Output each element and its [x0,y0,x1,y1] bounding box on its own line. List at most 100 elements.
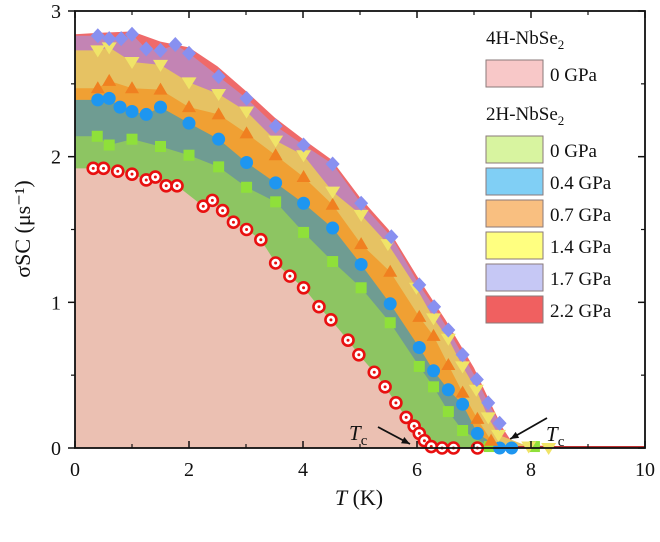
legend-item-4H-0: 0 GPa [485,59,598,88]
point-dot [144,178,148,182]
point-2H-0.7 [125,81,139,94]
point-2H-0 [413,360,425,372]
y-tick-label: 2 [51,147,61,169]
point-4H-0 [254,232,268,247]
point-dot [346,338,350,342]
point-2H-1.7 [441,322,456,338]
legend-title-subscript: 2 [558,113,565,128]
point-4H-0 [399,410,413,425]
point-2H-0 [428,381,440,393]
point-2H-1.7 [384,229,399,245]
point-2H-1.4 [211,89,227,102]
point-dot [412,424,416,428]
point-2H-1.4 [325,186,341,199]
point-2H-1.4 [90,45,106,58]
point-2H-0.4 [154,100,167,114]
point-2H-1.4 [239,106,255,119]
point-2H-0.7 [182,100,196,113]
legend-title-text: 4H-NbSe [486,28,558,49]
point-2H-0.7 [239,126,254,139]
point-dot [357,353,361,357]
point-2H-0.4 [212,132,226,146]
point-dot [102,166,105,170]
point-4H-0 [148,170,163,184]
point-4H-0 [268,256,283,270]
point-2H-1.7 [182,45,196,61]
x-tick-label: 6 [412,459,422,481]
tc-annotation-2H: Tc [509,417,565,450]
point-2H-0.4 [412,340,426,354]
point-2H-1.4 [181,77,197,90]
y-tick-label: 0 [51,438,61,460]
y-tick-label: 1 [51,292,61,314]
point-2H-1.7 [211,69,226,85]
point-2H-1.4 [440,333,456,346]
point-2H-0.7 [426,328,441,341]
point-2H-1.4 [480,412,496,425]
tc-arrowhead [510,431,520,439]
point-2H-0 [327,256,339,268]
tc-arrowhead [401,437,410,444]
legend-item-2H-0: 0 GPa [485,135,598,164]
legend-item-2H-0.7: 0.7 GPa [485,199,612,228]
point-4H-0 [352,347,366,362]
x-label-unit: (K) [347,485,383,510]
point-2H-0.7 [455,385,470,398]
legend-item-2H-1.4: 1.4 GPa [485,231,612,260]
tc-label: Tc [349,421,368,449]
x-axis-label: T (K) [335,485,383,510]
point-2H-0 [355,282,367,294]
point-4H-0 [239,222,254,237]
legend-group-title: 4H-NbSe2 [486,28,564,52]
legend-item-2H-1.7: 1.7 GPa [485,263,612,292]
point-dot [91,166,95,170]
point-2H-1.7 [90,28,105,44]
x-tick-label: 2 [184,459,194,481]
point-2H-0.4 [113,100,127,114]
legend-swatch [485,263,544,292]
x-tick-label: 8 [526,459,536,481]
point-2H-1.4 [153,59,168,72]
point-dot [372,370,376,374]
point-2H-0.7 [441,357,456,370]
point-4H-0 [367,365,382,380]
point-2H-0.4 [240,155,254,169]
point-4H-0 [296,280,311,295]
point-2H-1.7 [102,31,117,47]
point-2H-0.7 [153,82,168,95]
point-dot [274,261,278,265]
point-2H-0.4 [182,116,196,130]
point-2H-1.4 [468,384,484,397]
point-2H-0.4 [125,105,139,119]
point-2H-1.4 [455,361,471,374]
point-dot [394,401,398,405]
point-2H-1.7 [239,90,254,106]
point-2H-0 [213,161,225,173]
point-2H-1.7 [153,42,168,58]
point-2H-1.7 [168,37,183,53]
point-dot [175,184,179,188]
point-2H-1.7 [455,347,470,363]
point-dot [417,431,421,435]
point-2H-1.7 [325,156,340,172]
point-2H-0.4 [427,364,441,378]
point-2H-1.7 [125,26,139,42]
point-dot [329,318,333,322]
legend-swatch [485,135,544,164]
point-2H-1.4 [268,135,284,148]
legend-label: 0.4 GPa [550,173,612,194]
point-2H-1.7 [139,41,154,57]
point-2H-0 [183,149,195,161]
annotations: Tc Tc [349,417,565,450]
point-2H-0.7 [412,309,427,322]
legend-group-title: 2H-NbSe2 [486,104,564,128]
legend-swatch [485,59,544,88]
point-4H-0 [324,313,338,327]
point-4H-0 [159,179,173,193]
legend-swatch [485,167,544,196]
point-2H-0.7 [102,73,117,86]
point-2H-1.7 [469,372,484,388]
point-4H-0 [312,299,326,314]
